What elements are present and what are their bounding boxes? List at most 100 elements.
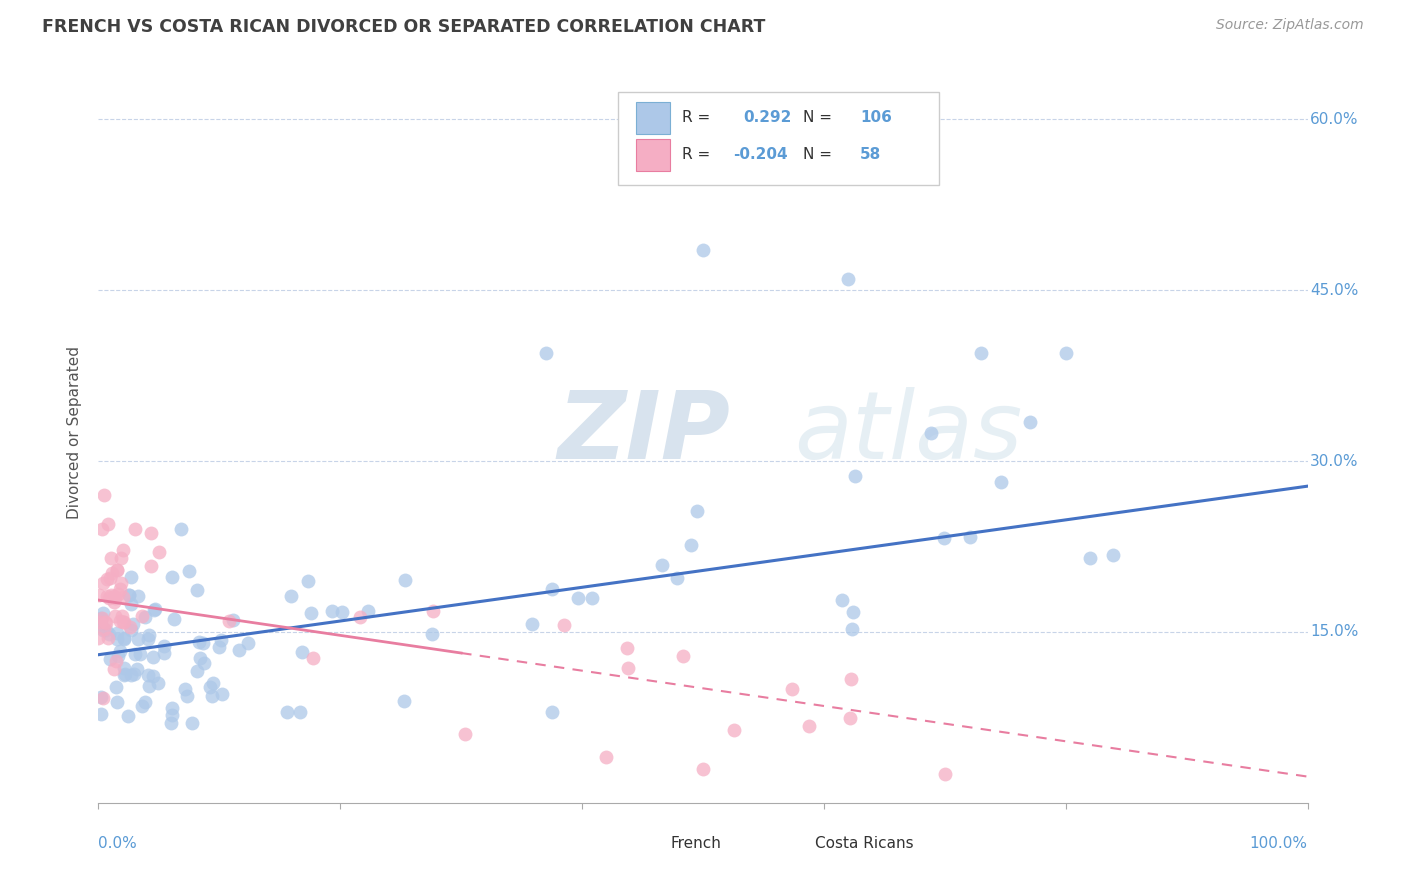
Point [124,647,146,661]
Point [420,627,443,641]
Point [357,604,380,618]
Point [1078,551,1101,566]
Point [201,690,224,704]
Point [160,708,183,723]
Point [110,551,132,566]
Point [98,627,121,641]
Point [238,636,260,650]
Text: 0.0%: 0.0% [98,836,138,851]
Point [228,643,250,657]
Point [120,597,142,611]
Point [91,611,114,625]
Point [131,609,153,624]
Point [153,639,176,653]
Text: Source: ZipAtlas.com: Source: ZipAtlas.com [1216,18,1364,32]
Point [187,635,209,649]
Point [143,602,166,616]
Point [191,636,214,650]
Point [553,618,575,632]
Point [276,705,298,719]
Text: 15.0%: 15.0% [1310,624,1358,640]
Point [186,582,208,597]
Point [567,591,589,606]
Point [91,575,114,590]
Point [153,646,176,660]
Point [89,588,111,602]
Point [127,589,149,603]
Point [98,652,121,666]
Point [90,690,112,704]
Text: 0.292: 0.292 [742,111,792,126]
Point [841,673,863,687]
Point [349,610,371,624]
Point [112,632,135,646]
Point [93,622,115,636]
Point [838,711,860,725]
Point [299,607,322,621]
Point [90,612,112,626]
Text: atlas: atlas [793,387,1022,478]
Point [96,572,118,586]
Point [118,588,141,602]
Point [124,523,146,537]
Point [176,689,198,703]
Y-axis label: Divorced or Separated: Divorced or Separated [67,346,83,519]
Text: French: French [671,836,721,851]
Point [91,606,114,620]
Point [90,617,112,632]
Point [163,612,186,626]
Point [160,716,183,731]
Text: 106: 106 [860,111,891,126]
Point [193,656,215,670]
Point [127,662,149,676]
Point [422,604,444,618]
Point [139,525,162,540]
Point [100,588,122,602]
Point [114,667,136,681]
Point [932,531,955,545]
Point [142,669,165,683]
FancyBboxPatch shape [637,139,671,170]
FancyBboxPatch shape [769,830,806,858]
Text: Costa Ricans: Costa Ricans [815,836,914,851]
Point [174,681,197,696]
Point [330,605,353,619]
Point [692,762,714,776]
Point [291,645,314,659]
Point [94,615,117,629]
Point [122,617,145,632]
Point [118,620,141,634]
Point [127,632,149,646]
Point [122,666,145,681]
Point [651,558,673,572]
Point [297,574,319,589]
Text: FRENCH VS COSTA RICAN DIVORCED OR SEPARATED CORRELATION CHART: FRENCH VS COSTA RICAN DIVORCED OR SEPARA… [42,18,765,36]
Point [110,582,132,596]
Point [842,606,865,620]
Point [679,538,702,552]
Point [138,679,160,693]
Point [96,589,118,603]
Point [841,622,863,636]
Point [107,587,129,601]
Point [90,707,112,722]
Point [920,426,942,441]
Point [142,603,165,617]
Point [844,469,866,483]
Point [112,542,135,557]
Point [91,623,114,637]
Point [138,668,160,682]
Point [108,644,131,658]
Point [671,648,693,663]
Point [831,593,853,607]
Point [280,589,302,603]
Point [110,575,132,590]
Point [110,614,132,628]
Point [112,661,135,675]
Point [91,522,114,536]
Point [218,614,240,628]
Point [120,667,142,681]
Point [103,589,125,603]
Point [87,632,110,646]
Point [782,682,804,697]
